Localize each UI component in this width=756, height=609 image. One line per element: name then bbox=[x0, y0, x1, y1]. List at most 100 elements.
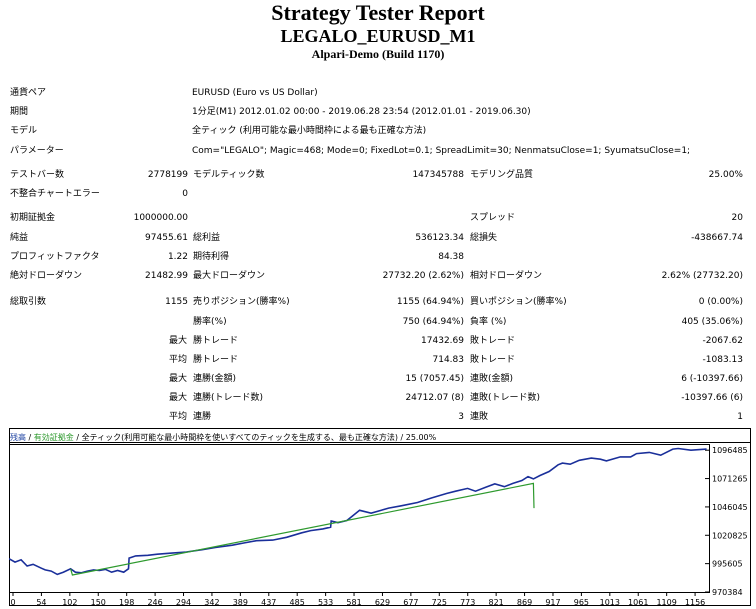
abs-drawdown-value: 21482.99 bbox=[145, 271, 188, 281]
settings-value-model: 全ティック (利用可能な最小時間枠による最も正確な方法) bbox=[192, 126, 427, 136]
rel-drawdown-value: 2.62% (27732.20) bbox=[661, 271, 743, 281]
max-prefix: 最大 bbox=[169, 393, 188, 403]
avg-prefix: 平均 bbox=[169, 412, 188, 422]
x-tick-label: 485 bbox=[290, 598, 305, 606]
win-rate-value: 750 (64.94%) bbox=[402, 317, 464, 327]
bars-label: テストバー数 bbox=[10, 170, 65, 180]
x-tick-label: 102 bbox=[62, 598, 77, 606]
settings-label-symbol: 通貨ペア bbox=[10, 88, 47, 98]
x-tick-label: 533 bbox=[318, 598, 333, 606]
max-prefix: 最大 bbox=[169, 336, 188, 346]
x-tick-label: 246 bbox=[147, 598, 162, 606]
chart-legend: 残高 / 有効証拠金 / 全ティック(利用可能な最小時間枠を使いすべてのティック… bbox=[10, 432, 436, 443]
settings-value-symbol: EURUSD (Euro vs US Dollar) bbox=[192, 88, 318, 98]
avg-loss-value: -1083.13 bbox=[702, 355, 743, 365]
x-tick-label: 965 bbox=[574, 598, 589, 606]
short-positions-value: 1155 (64.94%) bbox=[396, 297, 464, 307]
x-tick-label: 869 bbox=[517, 598, 532, 606]
settings-label-model: モデル bbox=[10, 126, 38, 136]
x-tick-label: 1156 bbox=[685, 598, 705, 606]
cons-profit-value: 24712.07 (8) bbox=[405, 393, 464, 403]
loss-rate-value: 405 (35.06%) bbox=[681, 317, 743, 327]
ticks-value: 147345788 bbox=[412, 170, 464, 180]
mismatch-value: 0 bbox=[182, 189, 188, 199]
x-tick-label: 294 bbox=[176, 598, 191, 606]
avg-cons-losses-label: 連敗 bbox=[470, 412, 489, 422]
long-positions-label: 買いポジション(勝率%) bbox=[470, 297, 567, 307]
max-win-label: 勝トレード bbox=[193, 336, 239, 346]
y-tick-label: 995605 bbox=[712, 560, 743, 569]
y-tick-label: 1071265 bbox=[712, 475, 748, 484]
net-label: 純益 bbox=[10, 233, 29, 243]
avg-cons-wins-label: 連勝 bbox=[193, 412, 212, 422]
cons-losses-label: 連敗(金額) bbox=[470, 374, 514, 384]
x-tick-label: 389 bbox=[233, 598, 248, 606]
avg-loss-label: 敗トレード bbox=[470, 355, 516, 365]
settings-label-period: 期間 bbox=[10, 107, 29, 117]
cons-loss-amount-value: -10397.66 (6) bbox=[681, 393, 743, 403]
server-name: Alpari-Demo (Build 1170) bbox=[311, 47, 445, 61]
max-prefix: 最大 bbox=[169, 374, 188, 384]
net-value: 97455.61 bbox=[145, 233, 188, 243]
mismatch-label: 不整合チャートエラー bbox=[10, 189, 100, 199]
deposit-label: 初期証拠金 bbox=[10, 213, 56, 223]
rel-drawdown-label: 相対ドローダウン bbox=[470, 271, 543, 281]
x-tick-label: 773 bbox=[460, 598, 475, 606]
legend-balance: 残高 bbox=[10, 433, 26, 442]
gross-loss-label: 総損失 bbox=[470, 233, 498, 243]
gross-profit-label: 総利益 bbox=[193, 233, 221, 243]
x-tick-label: 1013 bbox=[600, 598, 620, 606]
y-tick-label: 1046045 bbox=[712, 503, 748, 512]
settings-value-period: 1分足(M1) 2012.01.02 00:00 - 2019.06.28 23… bbox=[192, 107, 531, 117]
x-tick-label: 54 bbox=[36, 598, 46, 606]
x-tick-label: 0 bbox=[10, 598, 15, 606]
profit-factor-label: プロフィットファクタ bbox=[10, 252, 100, 262]
x-tick-label: 725 bbox=[432, 598, 447, 606]
avg-win-label: 勝トレード bbox=[193, 355, 239, 365]
avg-prefix: 平均 bbox=[169, 355, 188, 365]
x-tick-label: 198 bbox=[119, 598, 134, 606]
plot-frame bbox=[9, 444, 710, 593]
legend-separator: / bbox=[26, 433, 34, 442]
x-tick-label: 917 bbox=[545, 598, 560, 606]
total-trades-value: 1155 bbox=[165, 297, 188, 307]
spread-label: スプレッド bbox=[470, 213, 516, 223]
expected-payoff-label: 期待利得 bbox=[193, 252, 230, 262]
profit-factor-value: 1.22 bbox=[167, 252, 188, 262]
quality-label: モデリング品質 bbox=[470, 170, 534, 180]
settings-value-parameters: Com="LEGALO"; Magic=468; Mode=0; FixedLo… bbox=[192, 146, 691, 156]
max-win-value: 17432.69 bbox=[421, 336, 464, 346]
gross-loss-value: -438667.74 bbox=[691, 233, 743, 243]
gross-profit-value: 536123.34 bbox=[415, 233, 464, 243]
spread-value: 20 bbox=[731, 213, 743, 223]
avg-win-value: 714.83 bbox=[432, 355, 465, 365]
balance-chart: 970384 995605 1020825 1046045 1071265 1096485… bbox=[9, 428, 751, 606]
quality-value: 25.00% bbox=[708, 170, 743, 180]
max-drawdown-label: 最大ドローダウン bbox=[193, 271, 266, 281]
x-tick-label: 677 bbox=[403, 598, 418, 606]
max-loss-label: 敗トレード bbox=[470, 336, 516, 346]
loss-rate-label: 負率 (%) bbox=[470, 317, 507, 327]
margin-line bbox=[70, 482, 535, 576]
chart-frame bbox=[9, 428, 751, 606]
settings-label-parameters: パラメーター bbox=[10, 146, 64, 156]
y-tick-label: 1096485 bbox=[712, 446, 748, 455]
abs-drawdown-label: 絶対ドローダウン bbox=[10, 271, 83, 281]
short-positions-label: 売りポジション(勝率%) bbox=[193, 297, 290, 307]
x-tick-label: 150 bbox=[91, 598, 106, 606]
cons-wins-value: 15 (7057.45) bbox=[405, 374, 464, 384]
legend-description: / 全ティック(利用可能な最小時間枠を使いすべてのティックを生成する、最も正確な… bbox=[73, 433, 437, 442]
win-rate-label: 勝率(%) bbox=[193, 317, 227, 327]
x-tick-label: 1061 bbox=[628, 598, 648, 606]
x-tick-label: 1109 bbox=[656, 598, 676, 606]
x-tick-label: 821 bbox=[488, 598, 503, 606]
cons-wins-label: 連勝(金額) bbox=[193, 374, 237, 384]
bars-value: 2778199 bbox=[147, 170, 188, 180]
cons-profit-label: 連勝(トレード数) bbox=[193, 393, 264, 403]
max-drawdown-value: 27732.20 (2.62%) bbox=[382, 271, 464, 281]
cons-losses-value: 6 (-10397.66) bbox=[681, 374, 743, 384]
cons-loss-amount-label: 連敗(トレード数) bbox=[470, 393, 541, 403]
long-positions-value: 0 (0.00%) bbox=[698, 297, 743, 307]
total-trades-label: 総取引数 bbox=[10, 297, 47, 307]
x-tick-label: 342 bbox=[204, 598, 219, 606]
